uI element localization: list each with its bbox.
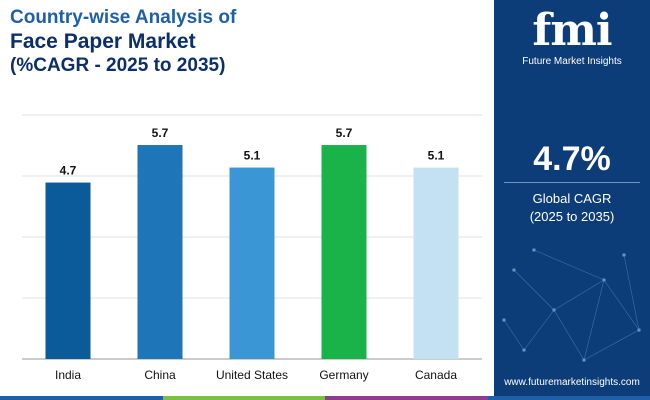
logo-subtext: Future Market Insights <box>494 56 650 67</box>
data-label: 5.1 <box>244 149 261 163</box>
data-label: 5.7 <box>336 126 353 140</box>
bottom-color-strip <box>0 396 650 400</box>
data-label: 5.7 <box>152 126 169 140</box>
x-tick-label: Germany <box>319 368 368 382</box>
bar-canada <box>414 168 459 359</box>
bar-germany <box>322 145 367 359</box>
x-tick-label: United States <box>216 368 288 382</box>
bar-china <box>138 145 183 359</box>
logo-mark: fmi <box>494 8 650 54</box>
bar-india <box>46 183 91 359</box>
data-label: 5.1 <box>428 149 445 163</box>
global-cagr-label: Global CAGR (2025 to 2035) <box>494 190 650 226</box>
fmi-logo: fmi Future Market Insights <box>494 8 650 67</box>
x-tick-label: China <box>144 368 176 382</box>
strip-segment-4 <box>488 396 650 400</box>
x-tick-label: Canada <box>415 368 457 382</box>
website-url: www.futuremarketinsights.com <box>494 377 650 388</box>
cagr-label-line1: Global CAGR <box>494 190 650 208</box>
strip-segment-1 <box>0 396 163 400</box>
info-panel: fmi Future Market Insights 4.7% Global C… <box>494 0 650 400</box>
global-cagr-value: 4.7% <box>494 140 650 179</box>
bar-united-states <box>230 168 275 359</box>
data-label: 4.7 <box>60 164 77 178</box>
network-decoration <box>494 240 650 380</box>
strip-segment-3 <box>325 396 488 400</box>
x-tick-label: India <box>55 368 81 382</box>
strip-segment-2 <box>163 396 326 400</box>
bar-chart: 4.7 India 5.7 China 5.1 United States 5.7 Germa… <box>0 0 494 400</box>
divider <box>504 182 640 183</box>
cagr-label-line2: (2025 to 2035) <box>494 208 650 226</box>
